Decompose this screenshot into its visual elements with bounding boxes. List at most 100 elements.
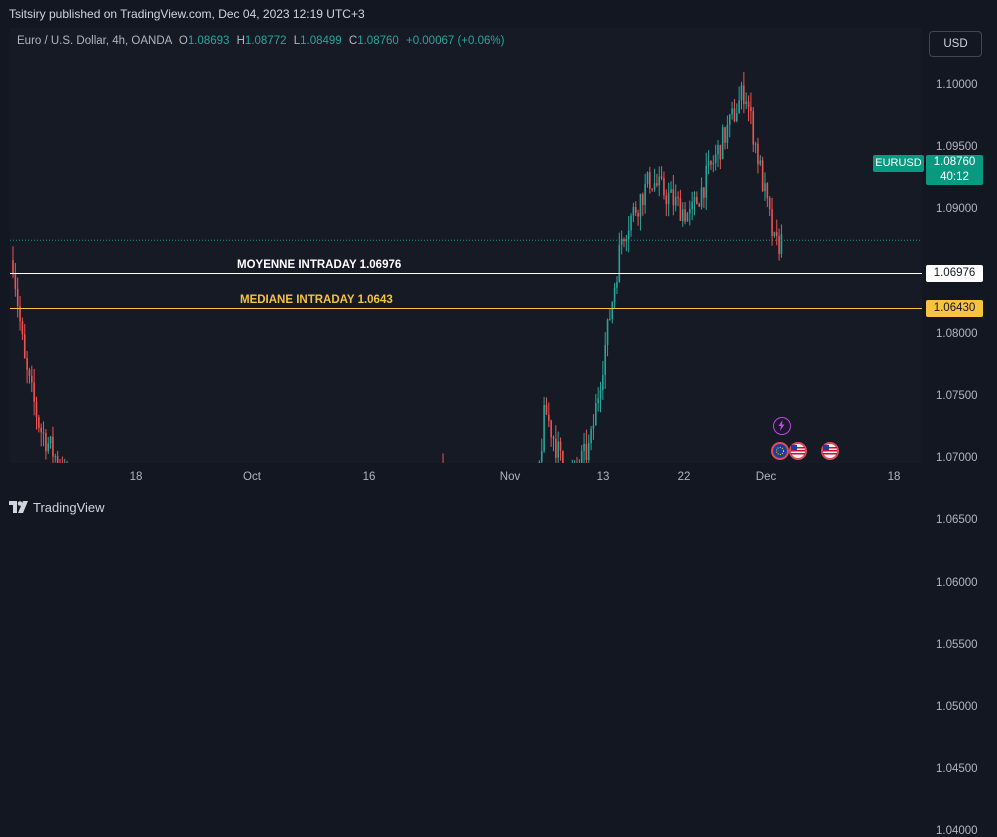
open-value: 1.08693 <box>188 35 230 47</box>
candle-body <box>553 437 555 438</box>
symbol-title: Euro / U.S. Dollar, 4h, OANDA <box>17 35 172 47</box>
candle-body <box>43 432 45 433</box>
candle-body <box>607 319 609 345</box>
candlestick-chart[interactable] <box>10 28 922 463</box>
candle-body <box>600 390 602 398</box>
candle-body <box>29 370 31 376</box>
candle-body <box>696 197 698 204</box>
candle-body <box>597 398 599 403</box>
price-tick: 1.05500 <box>936 639 978 651</box>
tradingview-brand[interactable]: TradingView <box>9 500 105 516</box>
candle-body <box>729 114 731 124</box>
eu-flag-icon[interactable] <box>771 442 789 460</box>
candle-body <box>677 197 679 198</box>
candle-body <box>717 145 719 154</box>
moyenne-label: MOYENNE INTRADAY 1.06976 <box>237 259 401 271</box>
candle-body <box>781 234 783 254</box>
brand-name: TradingView <box>33 500 105 515</box>
candle-body <box>31 376 33 383</box>
candle-body <box>680 198 682 221</box>
time-tick: Dec <box>756 471 776 483</box>
candle-body <box>57 456 59 463</box>
price-tick: 1.04000 <box>936 825 978 837</box>
symbol-tag: EURUSD <box>873 155 924 172</box>
candle-body <box>586 444 588 460</box>
currency-button[interactable]: USD <box>929 31 982 57</box>
candle-body <box>651 189 653 190</box>
candle-body <box>642 194 644 205</box>
candle-body <box>619 245 621 282</box>
candle-body <box>658 177 660 186</box>
candle-body <box>548 415 550 421</box>
candle-body <box>705 166 707 198</box>
candle-body <box>675 197 677 206</box>
candle-body <box>663 178 665 195</box>
candle-body <box>33 383 35 402</box>
high-value: 1.08772 <box>245 35 287 47</box>
candle-body <box>647 172 649 184</box>
candle-body <box>691 202 693 209</box>
candle-body <box>22 321 24 334</box>
candle-body <box>767 183 769 198</box>
close-label: C <box>349 35 357 47</box>
candle-body <box>543 405 545 451</box>
moyenne-line[interactable] <box>10 273 922 274</box>
candle-body <box>36 402 38 417</box>
candle-body <box>727 125 729 143</box>
candle-body <box>595 403 597 425</box>
candle-body <box>649 172 651 189</box>
candle-body <box>757 144 759 165</box>
candle-body <box>715 154 717 163</box>
time-tick: 22 <box>678 471 691 483</box>
candle-body <box>736 113 738 121</box>
candle-body <box>640 194 642 216</box>
candle-body <box>656 183 658 185</box>
candle-body <box>708 161 710 166</box>
mediane-price-tag: 1.06430 <box>926 300 983 317</box>
candle-body <box>588 443 590 460</box>
candle-body <box>626 239 628 241</box>
chart-panel[interactable] <box>10 28 922 463</box>
symbol-legend: Euro / U.S. Dollar, 4h, OANDA O1.08693 H… <box>17 35 504 47</box>
price-tick: 1.10000 <box>936 79 978 91</box>
candle-body <box>673 189 675 205</box>
price-tick: 1.07000 <box>936 452 978 464</box>
candle-body <box>38 417 40 428</box>
last-price-value: 1.08760 <box>926 155 983 170</box>
change-value: +0.00067 (+0.06%) <box>406 35 504 47</box>
mediane-line[interactable] <box>10 308 922 309</box>
candle-body <box>17 289 19 306</box>
candle-body <box>724 127 726 142</box>
candle-body <box>743 85 745 103</box>
candle-body <box>694 197 696 202</box>
candle-body <box>776 232 778 236</box>
candle-body <box>614 288 616 302</box>
candle-body <box>602 375 604 390</box>
candle-body <box>752 111 754 145</box>
candle-body <box>713 163 715 164</box>
candle-body <box>689 209 691 213</box>
candle-body <box>604 345 606 375</box>
candle-body <box>710 161 712 164</box>
candle-body <box>560 442 562 451</box>
candle-body <box>26 358 28 370</box>
candle-body <box>698 204 700 207</box>
candle-body <box>635 207 637 213</box>
time-tick: 16 <box>363 471 376 483</box>
candle-body <box>562 451 564 463</box>
candle-body <box>15 274 17 289</box>
candle-body <box>722 127 724 159</box>
candle-body <box>628 230 630 239</box>
candle-body <box>557 442 559 458</box>
candle-body <box>684 209 686 221</box>
us-flag-icon[interactable] <box>789 442 807 460</box>
candle-body <box>590 429 592 443</box>
candle-body <box>555 439 557 458</box>
us-flag-icon[interactable] <box>821 442 839 460</box>
lightning-icon[interactable] <box>773 417 791 435</box>
price-tick: 1.09000 <box>936 203 978 215</box>
candle-body <box>50 437 52 444</box>
candle-body <box>703 188 705 198</box>
